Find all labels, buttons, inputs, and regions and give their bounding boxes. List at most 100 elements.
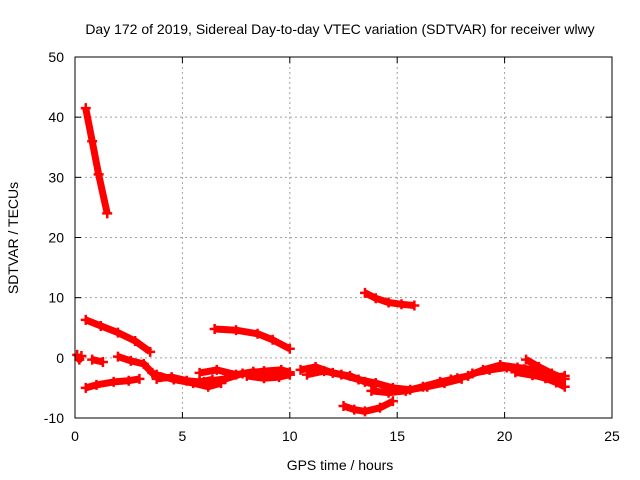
series-arc-2 xyxy=(80,314,156,357)
data-point xyxy=(194,367,205,378)
data-point xyxy=(366,385,377,396)
data-point xyxy=(87,354,98,365)
data-point xyxy=(134,373,145,384)
series-arc-3 xyxy=(72,349,87,365)
data-point xyxy=(188,378,199,389)
chart-title: Day 172 of 2019, Sidereal Day-to-day VTE… xyxy=(85,21,594,37)
data-point xyxy=(145,346,156,357)
data-point xyxy=(353,374,364,385)
series-layer xyxy=(72,103,570,417)
data-point xyxy=(102,208,113,219)
data-point xyxy=(130,335,141,346)
data-point xyxy=(484,364,495,375)
data-point xyxy=(108,376,119,387)
y-tick-label: 40 xyxy=(48,109,64,125)
data-point xyxy=(112,327,123,338)
x-tick-label: 15 xyxy=(389,428,405,444)
data-point xyxy=(284,343,295,354)
data-point xyxy=(359,287,370,298)
data-point xyxy=(383,297,394,308)
data-point xyxy=(231,325,242,336)
series-arc-5 xyxy=(80,373,145,393)
data-point xyxy=(80,103,91,114)
data-point xyxy=(259,373,270,384)
data-point xyxy=(93,169,104,180)
data-point xyxy=(138,358,149,369)
data-point xyxy=(198,376,209,387)
x-axis-label: GPS time / hours xyxy=(287,457,394,473)
series-band xyxy=(214,325,292,352)
data-point xyxy=(123,375,134,386)
data-point xyxy=(274,372,285,383)
data-point xyxy=(336,369,347,380)
y-tick-label: -10 xyxy=(44,410,64,426)
data-point xyxy=(319,366,330,377)
data-point xyxy=(284,369,295,380)
data-point xyxy=(467,368,478,379)
data-point xyxy=(542,372,553,383)
data-point xyxy=(387,396,398,407)
data-point xyxy=(370,293,381,304)
data-point xyxy=(409,300,420,311)
data-point xyxy=(95,320,106,331)
data-point xyxy=(349,404,360,415)
data-point xyxy=(267,334,278,345)
x-tick-label: 10 xyxy=(282,428,298,444)
series-band xyxy=(246,371,291,382)
data-point xyxy=(359,406,370,417)
data-point xyxy=(435,376,446,387)
y-tick-label: 0 xyxy=(56,350,64,366)
y-tick-label: 20 xyxy=(48,230,64,246)
series-arc-11 xyxy=(209,323,295,354)
data-point xyxy=(527,370,538,381)
data-point xyxy=(533,361,544,372)
data-point xyxy=(112,351,123,362)
data-point xyxy=(252,328,263,339)
x-tick-label: 0 xyxy=(71,428,79,444)
data-point xyxy=(87,136,98,147)
y-tick-label: 10 xyxy=(48,290,64,306)
tick-layer: 0 5 10 15 20 25 -10 0 10 20 30 40 50 xyxy=(44,49,620,444)
series-arc-16 xyxy=(359,287,420,311)
y-tick-label: 50 xyxy=(48,49,64,65)
x-tick-label: 5 xyxy=(179,428,187,444)
data-point xyxy=(97,357,108,368)
series-arc-15 xyxy=(338,396,398,417)
data-point xyxy=(375,402,386,413)
data-point xyxy=(370,378,381,389)
data-point xyxy=(417,381,428,392)
series-arc-12 xyxy=(241,369,295,384)
series-band xyxy=(514,368,566,382)
data-point xyxy=(209,323,220,334)
data-point xyxy=(151,369,162,380)
series-arc-4 xyxy=(87,354,108,368)
series-band xyxy=(82,107,111,215)
x-tick-label: 20 xyxy=(497,428,513,444)
data-point xyxy=(125,355,136,366)
data-point xyxy=(168,374,179,385)
data-point xyxy=(559,381,570,392)
series-arc-1 xyxy=(80,103,113,219)
y-axis-label: SDTVAR / TECUs xyxy=(5,182,21,294)
series-arc-14 xyxy=(301,366,381,389)
data-point xyxy=(76,351,87,362)
grid-layer xyxy=(75,57,612,418)
data-point xyxy=(301,369,312,380)
data-point xyxy=(510,367,521,378)
data-point xyxy=(383,387,394,398)
data-point xyxy=(559,370,570,381)
data-point xyxy=(80,382,91,393)
y-tick-label: 30 xyxy=(48,169,64,185)
data-point xyxy=(80,314,91,325)
x-tick-label: 25 xyxy=(604,428,620,444)
data-point xyxy=(91,379,102,390)
data-point xyxy=(211,364,222,375)
data-point xyxy=(396,299,407,310)
data-point xyxy=(445,374,456,385)
data-point xyxy=(295,364,306,375)
data-point xyxy=(220,373,231,384)
data-point xyxy=(241,370,252,381)
data-point xyxy=(501,362,512,373)
